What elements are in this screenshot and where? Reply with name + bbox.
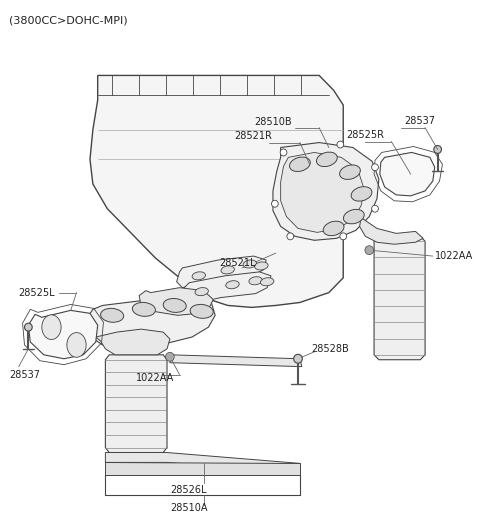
Polygon shape <box>177 256 266 287</box>
Text: 28528B: 28528B <box>312 344 349 354</box>
Ellipse shape <box>195 287 208 296</box>
Polygon shape <box>96 329 170 355</box>
Polygon shape <box>28 311 98 359</box>
Ellipse shape <box>351 187 372 201</box>
Ellipse shape <box>261 278 274 286</box>
Polygon shape <box>281 152 363 232</box>
Circle shape <box>166 352 174 361</box>
Polygon shape <box>182 272 271 304</box>
Ellipse shape <box>344 209 364 224</box>
Ellipse shape <box>226 281 239 289</box>
Ellipse shape <box>249 277 262 285</box>
Polygon shape <box>273 142 379 240</box>
Ellipse shape <box>340 233 347 240</box>
Ellipse shape <box>132 302 156 316</box>
Ellipse shape <box>255 262 268 270</box>
Text: 28537: 28537 <box>9 369 40 380</box>
Polygon shape <box>90 75 343 308</box>
Text: 28526L: 28526L <box>170 485 206 495</box>
Ellipse shape <box>163 298 186 312</box>
Polygon shape <box>374 236 425 360</box>
Text: 1022AA: 1022AA <box>136 374 174 383</box>
Text: 28510B: 28510B <box>255 117 292 127</box>
Ellipse shape <box>289 157 310 171</box>
Polygon shape <box>106 355 167 453</box>
Polygon shape <box>106 462 300 475</box>
Ellipse shape <box>67 333 86 357</box>
Ellipse shape <box>294 354 302 363</box>
Ellipse shape <box>323 221 344 236</box>
Text: 28521L: 28521L <box>219 258 255 268</box>
Text: 28525L: 28525L <box>19 287 55 298</box>
Text: (3800CC>DOHC-MPI): (3800CC>DOHC-MPI) <box>9 15 128 25</box>
Text: 1022AA: 1022AA <box>435 251 473 261</box>
Ellipse shape <box>337 141 344 148</box>
Polygon shape <box>139 287 213 315</box>
Ellipse shape <box>221 266 234 274</box>
Ellipse shape <box>316 152 337 167</box>
Text: 28537: 28537 <box>404 116 435 126</box>
Ellipse shape <box>434 146 442 153</box>
Ellipse shape <box>287 233 294 240</box>
Ellipse shape <box>192 272 205 280</box>
Ellipse shape <box>190 304 213 318</box>
Polygon shape <box>86 298 215 349</box>
Ellipse shape <box>101 309 124 322</box>
Ellipse shape <box>340 165 360 180</box>
Circle shape <box>365 246 373 254</box>
Ellipse shape <box>24 323 32 331</box>
Polygon shape <box>380 152 435 196</box>
Polygon shape <box>170 355 302 367</box>
Ellipse shape <box>243 260 256 268</box>
Polygon shape <box>106 453 300 473</box>
Polygon shape <box>360 219 423 244</box>
Ellipse shape <box>272 200 278 207</box>
Text: 28525R: 28525R <box>346 130 384 140</box>
Ellipse shape <box>372 164 378 171</box>
Text: 28510A: 28510A <box>170 503 207 513</box>
Ellipse shape <box>42 315 61 340</box>
Ellipse shape <box>372 205 378 212</box>
Ellipse shape <box>280 149 287 156</box>
Text: 28521R: 28521R <box>234 131 272 140</box>
